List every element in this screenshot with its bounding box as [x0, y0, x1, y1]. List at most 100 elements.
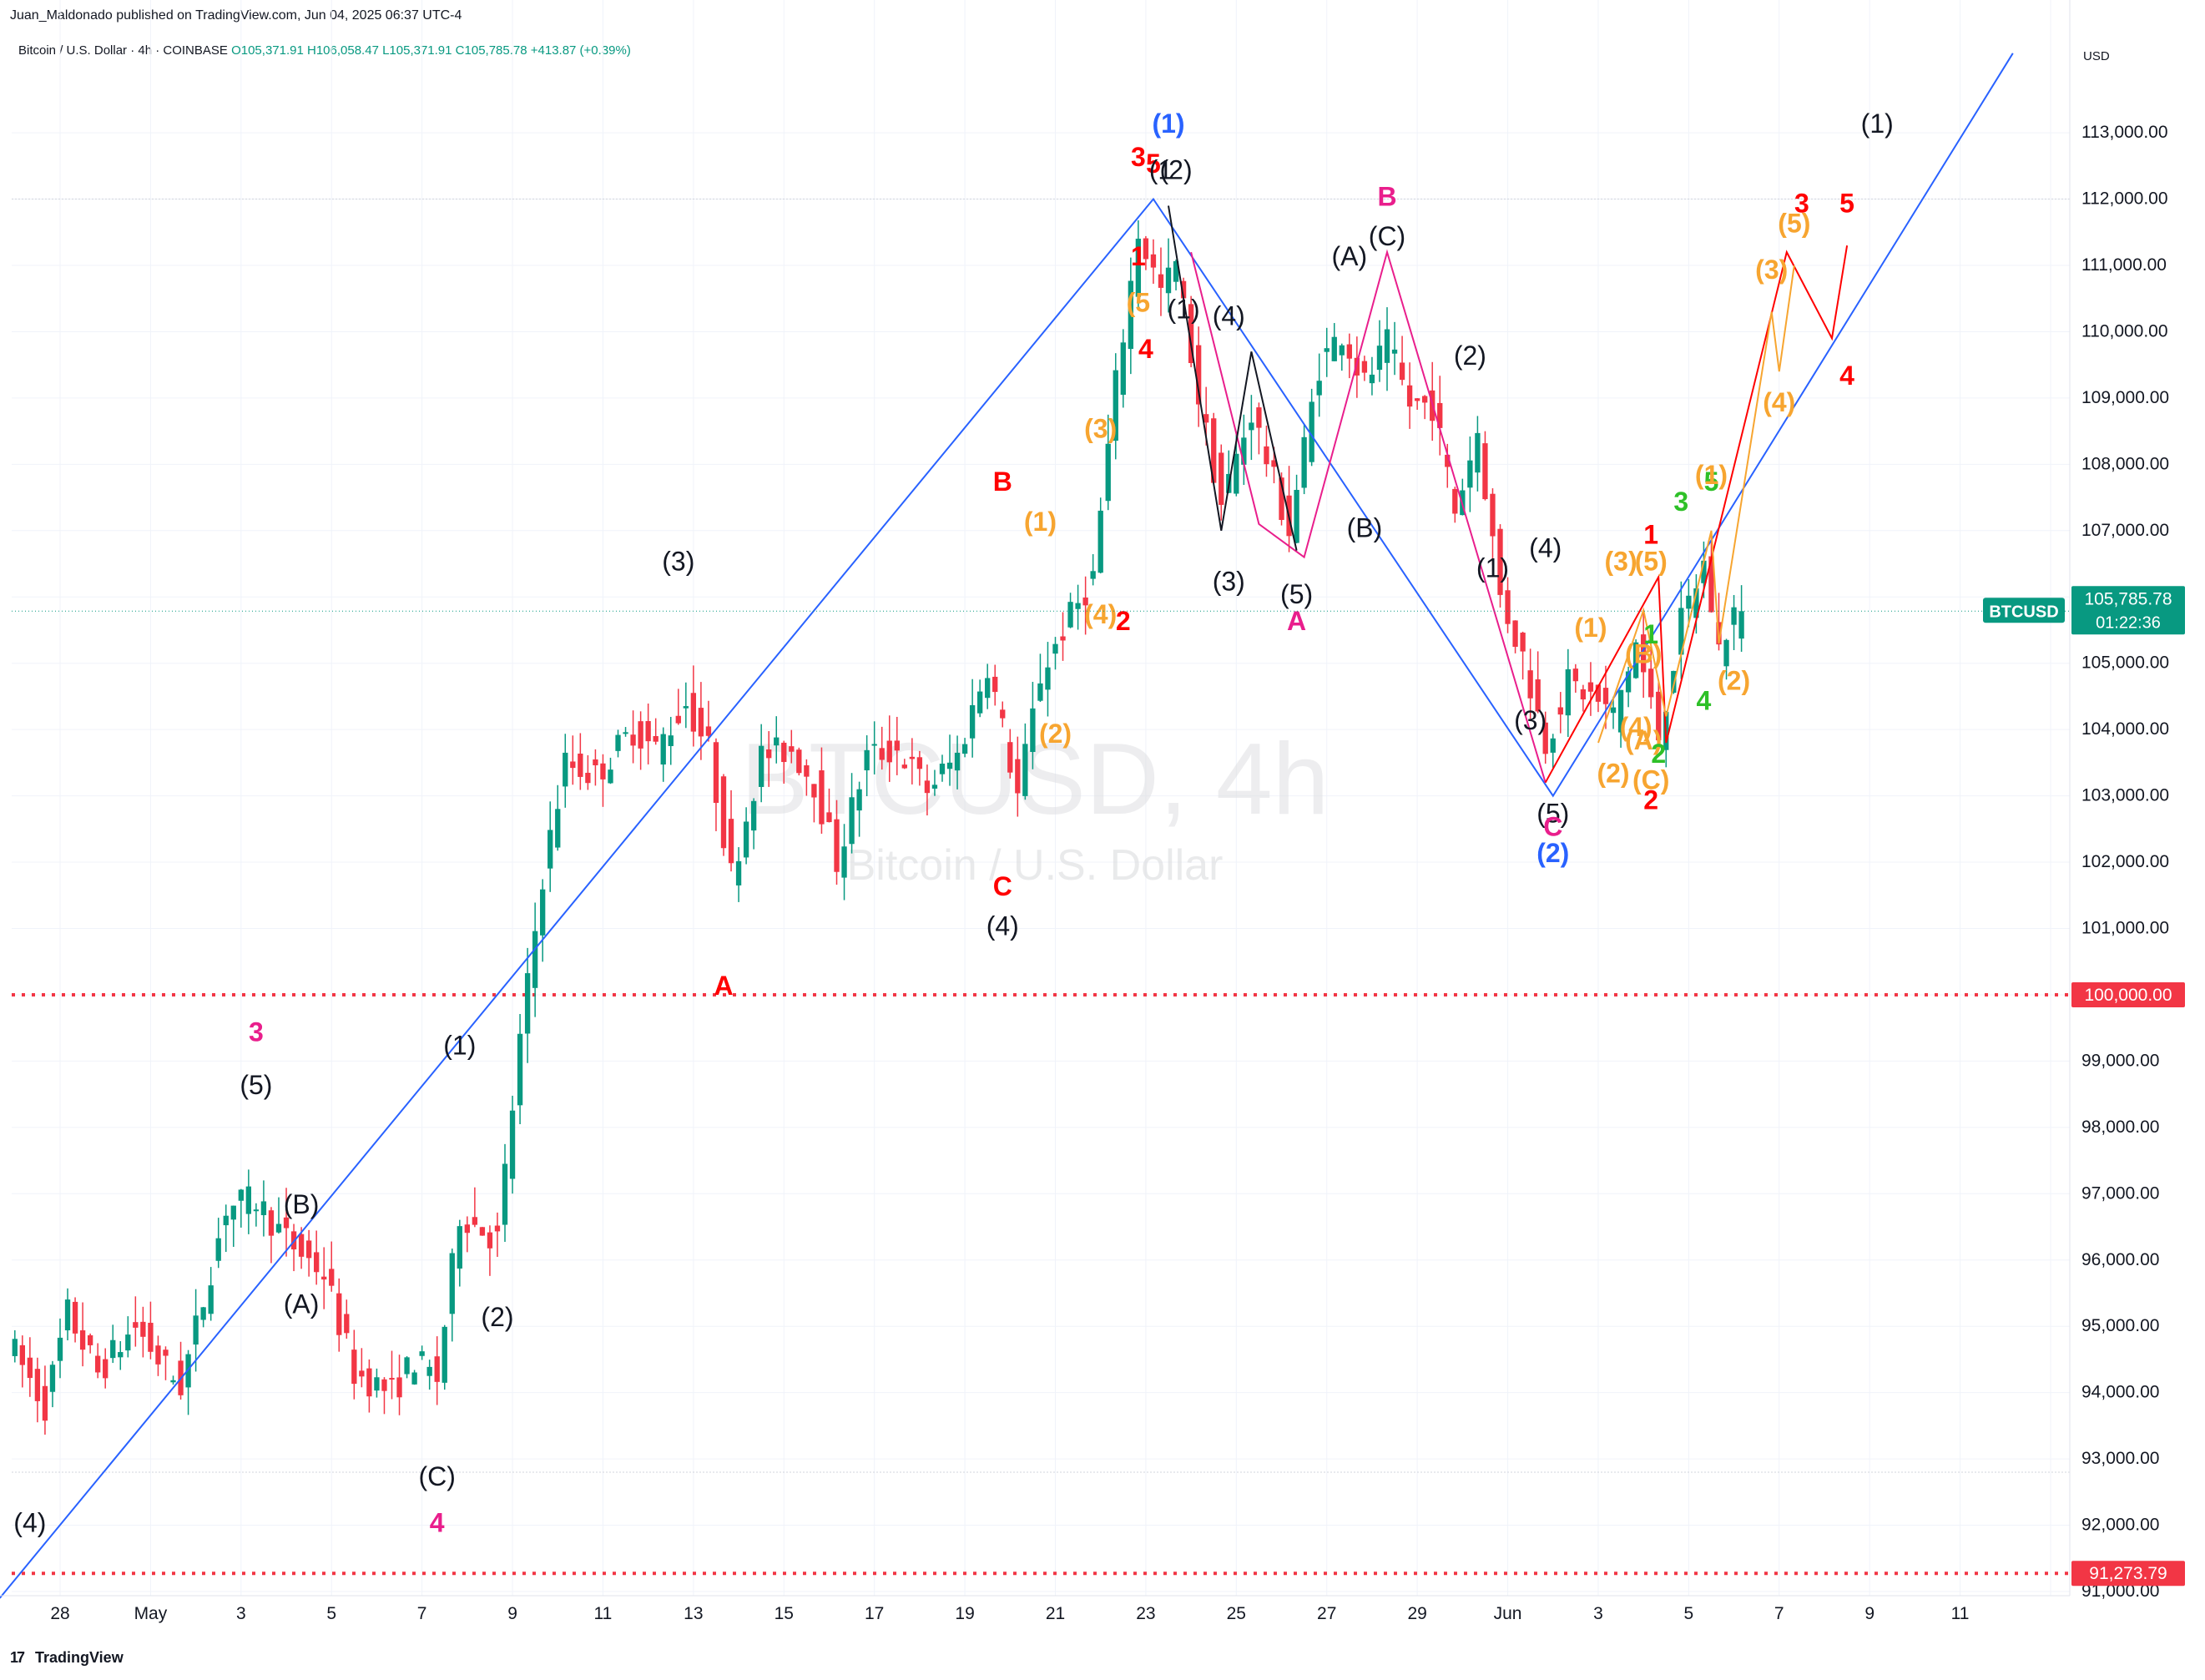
wave-label: (2) — [1454, 341, 1486, 371]
wave-label: 5 — [1704, 467, 1719, 497]
candle-body — [849, 797, 855, 845]
wave-label: A — [714, 971, 733, 1001]
candle-body — [1090, 571, 1096, 579]
time-tick: 3 — [236, 1604, 246, 1623]
candle-body — [1150, 254, 1157, 268]
price-tick: 97,000.00 — [2081, 1183, 2159, 1203]
level-100k-tag-bg — [2071, 981, 2185, 1007]
wave-label: 1 — [1643, 520, 1658, 550]
time-tick: 19 — [955, 1604, 974, 1623]
time-tick: 13 — [684, 1604, 703, 1623]
price-axis: 113,000.00 112,000.00 111,000.00 110,000.00… — [2081, 123, 2169, 1601]
time-tick: 3 — [1593, 1604, 1603, 1623]
wave-label: (1) — [1168, 295, 1200, 325]
candle-body — [374, 1377, 380, 1391]
time-tick: 23 — [1136, 1604, 1155, 1623]
candle-body — [1331, 336, 1337, 361]
candle-body — [1045, 667, 1051, 690]
wave-label: B — [993, 467, 1012, 497]
candle-body — [1475, 432, 1481, 473]
candle-body — [268, 1210, 275, 1236]
candle-body — [1595, 684, 1602, 702]
candle-body — [939, 764, 946, 774]
wave-line-blue — [0, 53, 2014, 1599]
wave-label: 2 — [1116, 606, 1131, 636]
candle-body — [1565, 668, 1571, 716]
candle-body — [1369, 374, 1375, 384]
candle-body — [1143, 238, 1149, 260]
candle-body — [705, 726, 712, 736]
time-axis: 28 May 3 5 7 9 11 13 15 17 19 21 23 25 27 29 Jun 3 5 7 9 11 — [50, 1604, 1969, 1623]
candle-body — [1219, 452, 1224, 505]
candle-body — [305, 1240, 312, 1259]
candle-body — [494, 1225, 501, 1232]
wave-label: (2) — [1536, 838, 1569, 868]
candle-body — [1015, 759, 1021, 794]
candle-body — [133, 1322, 139, 1328]
candle-body — [750, 800, 757, 831]
wave-label: 4 — [1839, 361, 1854, 391]
price-tick: 94,000.00 — [2081, 1383, 2159, 1402]
candle-body — [449, 1253, 455, 1314]
candle-body — [1346, 344, 1352, 359]
candle-body — [563, 752, 568, 787]
candle-body — [1000, 709, 1006, 719]
wave-label: (C) — [1369, 221, 1405, 251]
price-tick: 99,000.00 — [2081, 1051, 2159, 1070]
candle-body — [668, 735, 674, 746]
wave-label: (1) — [1695, 460, 1728, 490]
time-tick: 27 — [1317, 1604, 1336, 1623]
candle-body — [95, 1355, 101, 1373]
candle-body — [864, 749, 870, 771]
candle-body — [509, 1110, 516, 1179]
candle-body — [1512, 620, 1518, 648]
price-tick: 112,000.00 — [2081, 189, 2168, 209]
wave-label: (C) — [1632, 765, 1669, 795]
candle-body — [464, 1224, 471, 1234]
candle-body — [931, 785, 938, 789]
wave-label: (2) — [1039, 719, 1072, 749]
candle-body — [200, 1307, 206, 1320]
candle-body — [442, 1326, 447, 1383]
candle-body — [1211, 418, 1217, 483]
price-tick: 102,000.00 — [2081, 852, 2169, 871]
candle-body — [125, 1334, 131, 1351]
price-tick: 105,000.00 — [2081, 653, 2169, 673]
price-tick: 98,000.00 — [2081, 1117, 2159, 1137]
candle-body — [690, 693, 697, 732]
wave-label: (A) — [284, 1289, 320, 1319]
candle-body — [260, 1201, 267, 1216]
wave-label: (1) — [1476, 552, 1509, 583]
horizontal-levels — [12, 992, 2070, 1576]
wave-label: (4) — [1213, 301, 1245, 331]
candle-body — [1128, 280, 1134, 350]
candle-body — [638, 721, 643, 749]
candle-body — [208, 1285, 214, 1314]
candle-body — [487, 1232, 493, 1249]
candle-body — [623, 732, 628, 734]
wave-label: (3) — [1514, 705, 1547, 735]
wave-label: (3) — [662, 546, 694, 576]
candle-body — [411, 1372, 417, 1385]
candle-body — [118, 1352, 124, 1358]
candle-body — [472, 1217, 478, 1225]
candle-body — [796, 749, 802, 774]
wave-label: (3) — [1755, 255, 1788, 285]
wave-label: (3) — [1605, 546, 1637, 576]
wave-label: C — [1543, 811, 1562, 841]
candle-body — [1723, 639, 1729, 667]
candle-body — [826, 812, 832, 823]
candle-body — [359, 1370, 365, 1377]
candle-body — [1535, 679, 1541, 712]
candle-body — [1188, 304, 1194, 363]
wave-label: A — [1287, 606, 1306, 636]
wave-label: (4) — [1620, 712, 1652, 742]
wave-label: (5) — [1778, 208, 1810, 238]
candle-body — [683, 706, 689, 709]
tradingview-logo[interactable]: 17 TradingView — [10, 1649, 124, 1667]
time-tick: Jun — [1494, 1604, 1522, 1623]
candle-body — [230, 1205, 236, 1220]
candle-body — [916, 757, 923, 769]
candle-body — [630, 734, 636, 746]
